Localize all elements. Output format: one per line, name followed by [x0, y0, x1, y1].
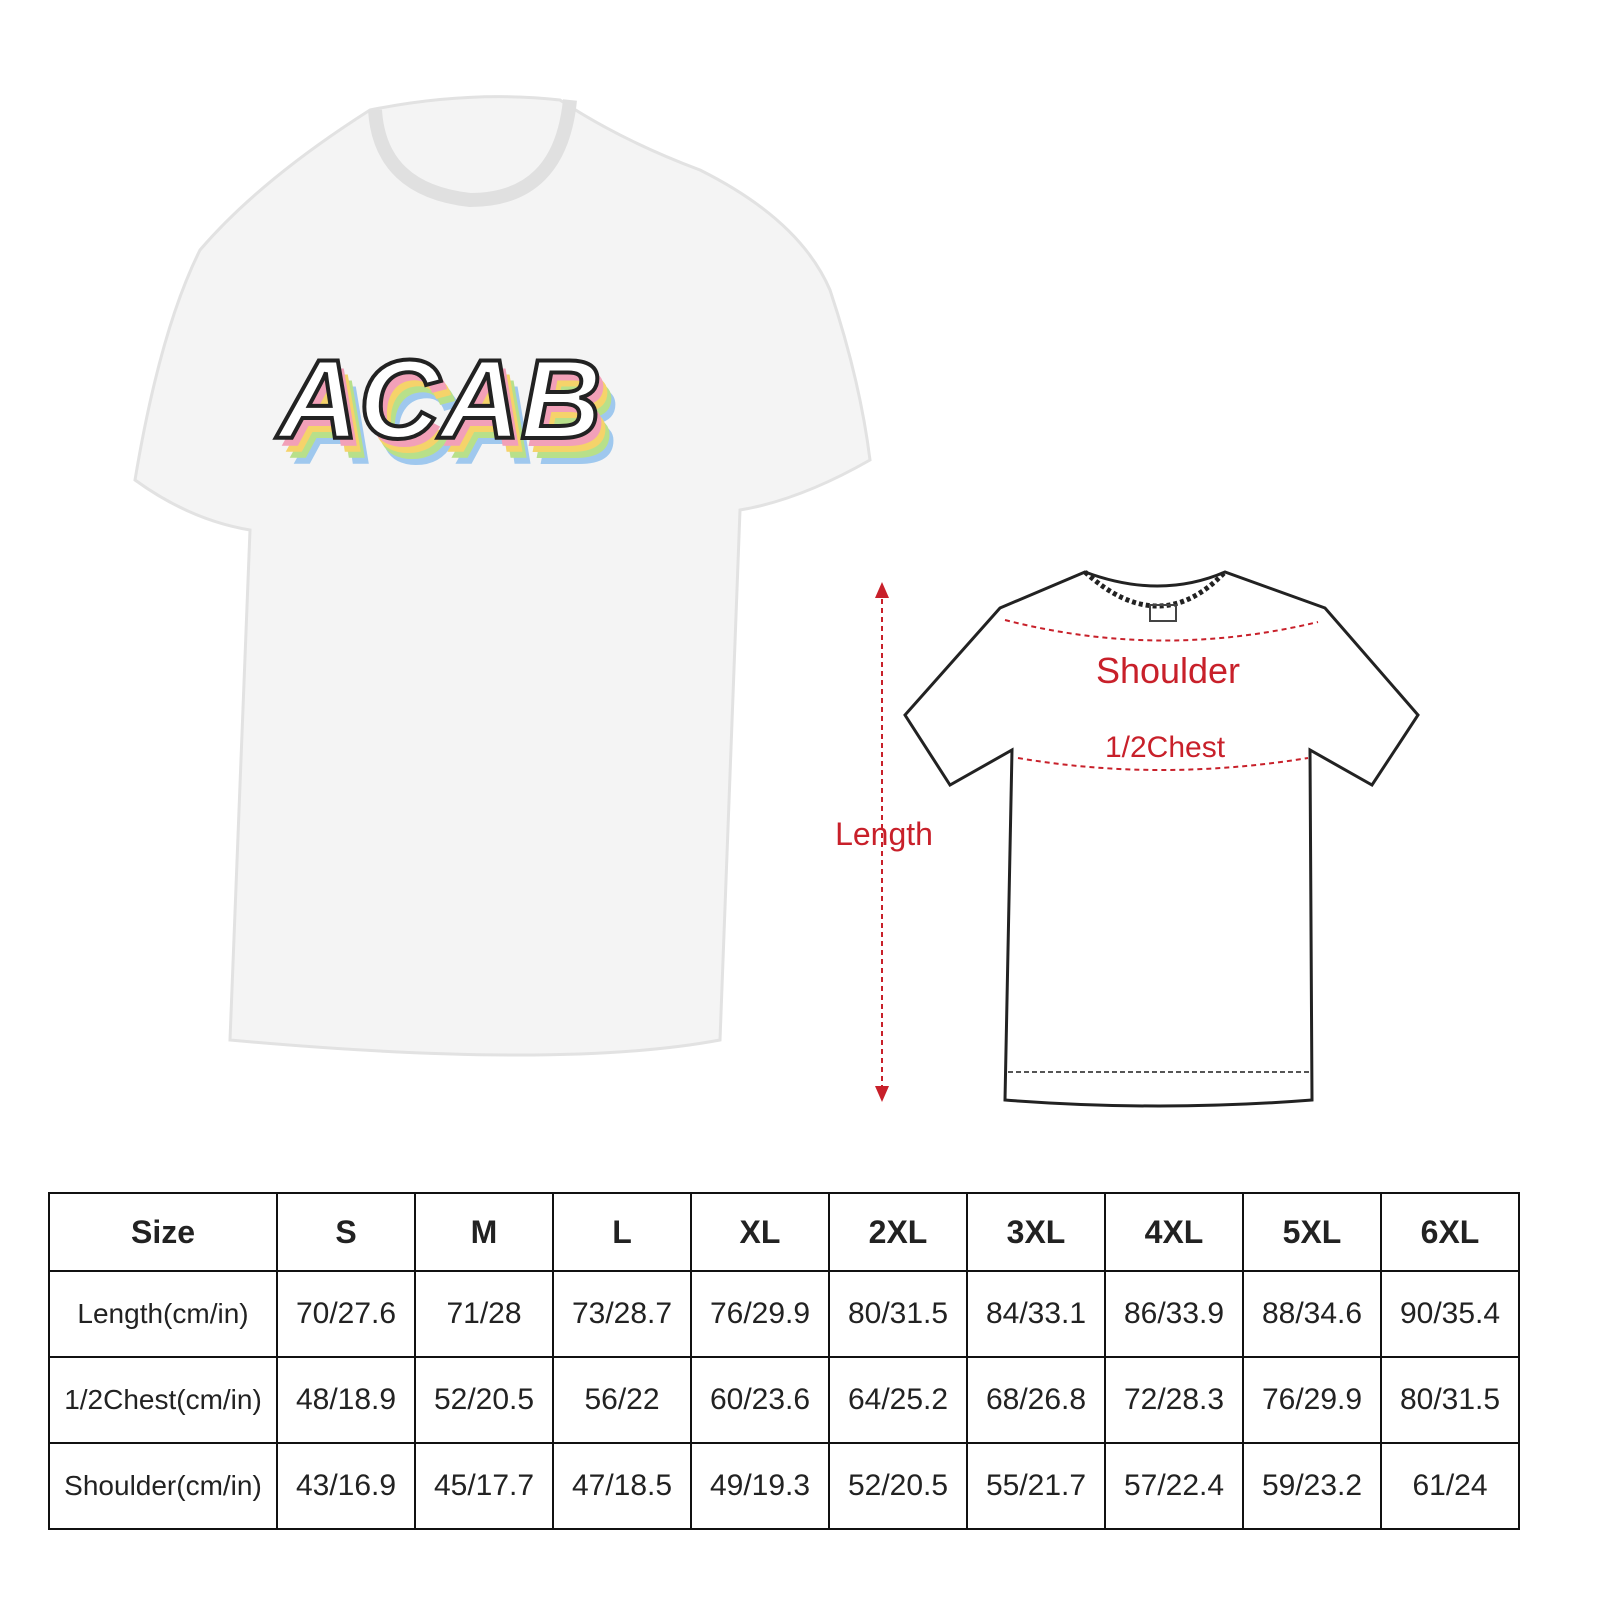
table-row: 1/2Chest(cm/in) 48/18.9 52/20.5 56/22 60/23.…	[48, 1356, 1520, 1444]
table-row: Shoulder(cm/in) 43/16.9 45/17.7 47/18.5 49/1…	[48, 1442, 1520, 1530]
tshirt-body	[133, 95, 872, 1057]
table-row: Length(cm/in) 70/27.6 71/28 73/28.7 76/29.9 8…	[48, 1270, 1520, 1358]
table-cell: 52/20.5	[828, 1442, 968, 1530]
header-cell: XL	[690, 1192, 830, 1272]
table-cell: 76/29.9	[1242, 1356, 1382, 1444]
table-cell: 80/31.5	[828, 1270, 968, 1358]
product-tshirt-photo: ACAB ACAB ACAB ACAB ACAB	[133, 95, 872, 1057]
table-cell: 90/35.4	[1380, 1270, 1520, 1358]
table-cell: 61/24	[1380, 1442, 1520, 1530]
svg-text:ACAB: ACAB	[275, 337, 602, 462]
acab-print: ACAB ACAB ACAB ACAB ACAB	[273, 335, 620, 488]
table-cell: 80/31.5	[1380, 1356, 1520, 1444]
table-cell: 88/34.6	[1242, 1270, 1382, 1358]
table-cell: 55/21.7	[966, 1442, 1106, 1530]
table-cell: 72/28.3	[1104, 1356, 1244, 1444]
tshirt-collar	[368, 99, 577, 208]
table-cell: 59/23.2	[1242, 1442, 1382, 1530]
header-cell: Size	[48, 1192, 278, 1272]
diagram-collar	[1083, 570, 1227, 609]
table-cell: 64/25.2	[828, 1356, 968, 1444]
size-header-row: Size S M L XL 2XL 3XL 4XL 5XL 6XL	[48, 1192, 1520, 1272]
svg-text:ACAB: ACAB	[293, 363, 620, 488]
table-cell: 45/17.7	[414, 1442, 554, 1530]
header-cell: 5XL	[1242, 1192, 1382, 1272]
chest-label: 1/2Chest	[1105, 731, 1226, 764]
table-cell: 86/33.9	[1104, 1270, 1244, 1358]
table-cell: 68/26.8	[966, 1356, 1106, 1444]
shoulder-label: Shoulder	[1096, 650, 1240, 691]
header-cell: 6XL	[1380, 1192, 1520, 1272]
table-cell: 57/22.4	[1104, 1442, 1244, 1530]
table-cell: 43/16.9	[276, 1442, 416, 1530]
table-cell: 76/29.9	[690, 1270, 830, 1358]
header-cell: 4XL	[1104, 1192, 1244, 1272]
header-cell: 2XL	[828, 1192, 968, 1272]
table-cell: 49/19.3	[690, 1442, 830, 1530]
size-diagram: Shoulder 1/2Chest Length	[835, 570, 1420, 1108]
diagram-shirt-outline	[903, 570, 1420, 1108]
svg-text:ACAB: ACAB	[289, 357, 616, 482]
table-cell: 48/18.9	[276, 1356, 416, 1444]
table-cell: 60/23.6	[690, 1356, 830, 1444]
row-label: Shoulder(cm/in)	[48, 1442, 278, 1530]
svg-text:ACAB: ACAB	[281, 345, 608, 470]
size-chart-table: Size S M L XL 2XL 3XL 4XL 5XL 6XL Length…	[48, 1192, 1520, 1530]
table-cell: 71/28	[414, 1270, 554, 1358]
table-cell: 56/22	[552, 1356, 692, 1444]
row-label: 1/2Chest(cm/in)	[48, 1356, 278, 1444]
table-cell: 52/20.5	[414, 1356, 554, 1444]
table-cell: 70/27.6	[276, 1270, 416, 1358]
header-cell: L	[552, 1192, 692, 1272]
header-cell: 3XL	[966, 1192, 1106, 1272]
table-cell: 84/33.1	[966, 1270, 1106, 1358]
header-cell: S	[276, 1192, 416, 1272]
svg-text:ACAB: ACAB	[285, 351, 612, 476]
row-label: Length(cm/in)	[48, 1270, 278, 1358]
table-cell: 73/28.7	[552, 1270, 692, 1358]
table-cell: 47/18.5	[552, 1442, 692, 1530]
header-cell: M	[414, 1192, 554, 1272]
length-label: Length	[835, 816, 933, 852]
